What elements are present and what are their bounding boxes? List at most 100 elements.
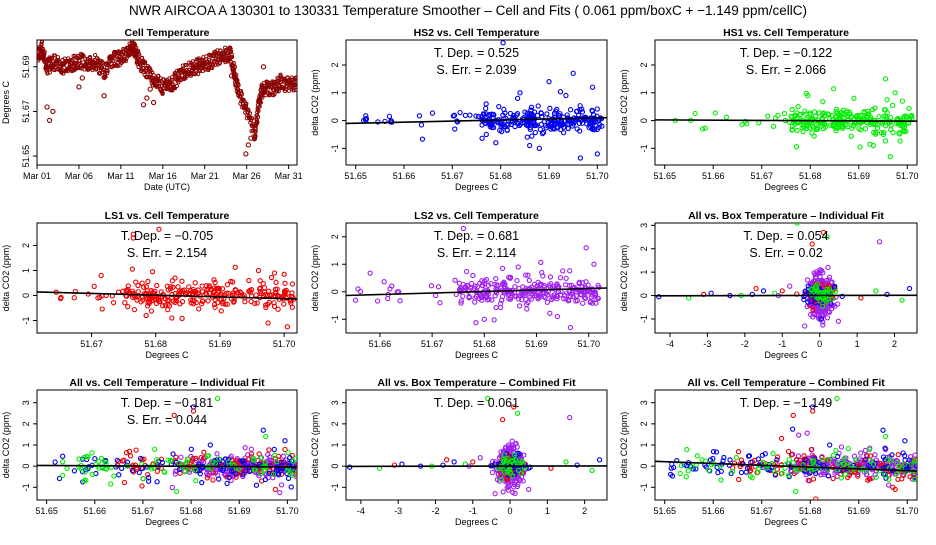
data-point [729, 468, 736, 475]
data-point [515, 467, 521, 474]
data-point [795, 104, 801, 110]
data-point [285, 449, 291, 456]
series-cmb-outliers-g [793, 395, 889, 495]
data-point [294, 75, 297, 80]
data-point [820, 229, 827, 236]
data-point [576, 279, 583, 285]
data-point [165, 301, 171, 307]
data-point [525, 272, 531, 278]
data-point [493, 276, 499, 282]
y-tick-label: 0 [330, 118, 340, 123]
data-point [233, 287, 239, 293]
data-point [809, 241, 815, 247]
data-point [479, 122, 485, 128]
data-point [489, 469, 496, 476]
data-point [808, 446, 814, 453]
data-point [865, 477, 871, 483]
data-point [253, 482, 260, 488]
data-point [174, 84, 179, 89]
data-point [727, 457, 733, 463]
data-point [64, 465, 70, 472]
data-point [551, 126, 558, 132]
x-tick-label: Mar 31 [275, 171, 303, 181]
data-point [561, 295, 567, 302]
data-point [774, 454, 781, 460]
data-point [282, 280, 288, 286]
data-point [184, 63, 189, 68]
data-point [555, 120, 561, 126]
data-point [98, 272, 104, 279]
data-point [829, 117, 835, 123]
data-point [140, 102, 147, 108]
data-point [126, 448, 133, 455]
data-point [160, 91, 165, 96]
data-point [721, 454, 727, 461]
data-point [474, 283, 481, 290]
data-point [735, 449, 742, 455]
data-point [897, 117, 903, 123]
y-axis-label: delta CO2 (ppm) [310, 412, 320, 479]
data-point [810, 408, 816, 414]
y-tick-label: -1 [330, 483, 340, 491]
data-point [554, 296, 560, 302]
data-point [848, 133, 854, 139]
data-point [911, 476, 917, 483]
series-HS1-outliers [795, 76, 906, 160]
data-point [718, 468, 725, 474]
data-point [554, 293, 560, 300]
stat-annotation: S. Err. = 2.039 [436, 63, 516, 77]
data-point [230, 468, 236, 474]
data-point [347, 464, 353, 470]
data-point [154, 456, 160, 463]
plot-area [655, 223, 917, 329]
data-point [245, 142, 252, 148]
y-tick-label: 2 [639, 421, 649, 426]
data-point [462, 112, 469, 119]
data-point [594, 151, 600, 157]
data-point [131, 306, 138, 313]
data-point [173, 488, 180, 495]
data-point [498, 128, 505, 135]
series-ind-outliers-g [173, 395, 269, 495]
x-axis-label: Degrees C [764, 182, 808, 192]
data-point [755, 465, 762, 472]
chart-panel-6: All vs. Box Temperature – Individual Fit… [619, 210, 918, 360]
data-point [894, 460, 900, 466]
chart-panel-2: HS2 vs. Cell Temperature 51.65 51.66 51.67 5… [310, 27, 609, 192]
data-point [483, 105, 489, 112]
data-point [491, 317, 497, 323]
data-point [792, 121, 798, 127]
data-point [581, 294, 588, 301]
data-point [444, 457, 450, 463]
data-point [178, 454, 184, 460]
data-point [851, 95, 857, 101]
data-point [512, 123, 518, 130]
data-point [243, 102, 248, 107]
data-point [99, 65, 105, 70]
data-point [909, 461, 915, 467]
data-point [280, 453, 287, 459]
data-point [760, 288, 767, 294]
data-point [683, 474, 689, 480]
x-tick-label: 51.70 [577, 339, 600, 349]
data-point [225, 459, 232, 465]
data-point [101, 93, 107, 99]
data-point [205, 472, 211, 478]
data-point [805, 92, 811, 99]
data-point [862, 126, 869, 132]
data-point [140, 475, 146, 482]
data-point [93, 461, 99, 468]
data-point [882, 76, 889, 82]
data-point [877, 460, 883, 466]
data-point [176, 460, 182, 466]
data-point [508, 477, 514, 484]
data-point [515, 264, 521, 270]
x-tick-label: 51.69 [228, 506, 251, 516]
data-point [105, 68, 110, 74]
data-point [518, 470, 524, 477]
data-point [367, 270, 373, 276]
data-point [205, 298, 211, 304]
data-point [739, 121, 745, 128]
data-point [177, 290, 183, 296]
plot-area [37, 40, 297, 157]
